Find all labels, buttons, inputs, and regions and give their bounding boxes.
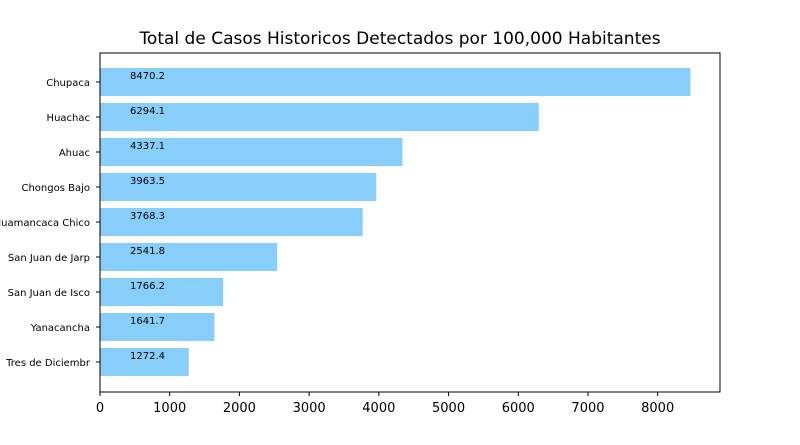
xtick-label-4: 4000 [362, 401, 395, 416]
xtick-label-7: 7000 [571, 401, 604, 416]
bars-layer [100, 68, 691, 376]
ytick-label-8: Tres de Diciembr [5, 358, 91, 369]
ytick-label-5: San Juan de Jarp [8, 253, 90, 264]
data-label-0: 8470.2 [130, 71, 165, 82]
xtick-label-2: 2000 [223, 401, 256, 416]
bar-0 [100, 68, 691, 96]
ytick-label-0: Chupaca [46, 78, 90, 89]
bar-6 [100, 278, 224, 306]
data-labels-layer: 8470.2 6294.1 4337.1 3963.5 3768.3 2541.8 1766… [130, 71, 165, 362]
ytick-label-2: Ahuac [59, 148, 90, 159]
bar-3 [100, 173, 377, 201]
xtick-label-6: 6000 [502, 401, 535, 416]
xtick-label-0: 0 [96, 401, 104, 416]
data-label-3: 3963.5 [130, 176, 165, 187]
xtick-label-1: 1000 [153, 401, 186, 416]
bar-1 [100, 103, 539, 131]
data-label-8: 1272.4 [130, 351, 165, 362]
bar-8 [100, 348, 189, 376]
ytick-label-7: Yanacancha [30, 323, 90, 334]
ytick-label-3: Chongos Bajo [21, 183, 90, 194]
data-label-4: 3768.3 [130, 211, 165, 222]
bar-2 [100, 138, 403, 166]
data-label-1: 6294.1 [130, 106, 165, 117]
x-axis: 0 1000 2000 3000 4000 5000 6000 7000 8000 [96, 392, 674, 416]
ytick-label-4: Huamancaca Chico [0, 218, 90, 229]
bar-4 [100, 208, 363, 236]
data-label-2: 4337.1 [130, 141, 165, 152]
xtick-label-5: 5000 [432, 401, 465, 416]
bar-7 [100, 313, 215, 341]
xtick-label-8: 8000 [641, 401, 674, 416]
data-label-6: 1766.2 [130, 281, 165, 292]
ytick-label-1: Huachac [47, 113, 90, 124]
xtick-label-3: 3000 [293, 401, 326, 416]
ytick-label-6: San Juan de Isco [8, 288, 90, 299]
data-label-7: 1641.7 [130, 316, 165, 327]
y-axis: Chupaca Huachac Ahuac Chongos Bajo Huamancac… [0, 78, 100, 369]
chart-title: Total de Casos Historicos Detectados por… [138, 29, 660, 49]
data-label-5: 2541.8 [130, 246, 165, 257]
bar-5 [100, 243, 278, 271]
plot-frame [99, 52, 721, 393]
